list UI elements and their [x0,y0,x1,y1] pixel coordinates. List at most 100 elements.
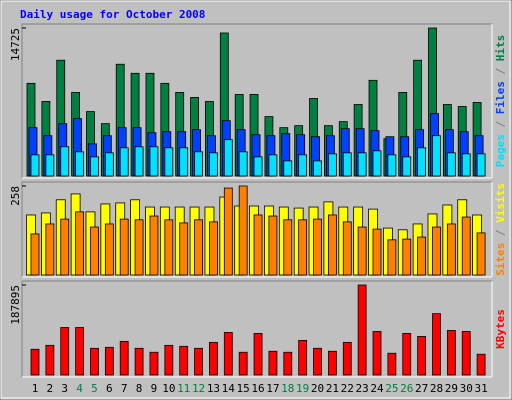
bar [432,226,441,276]
legend-entry: Sites [494,243,507,276]
bar [209,341,218,376]
bar [45,344,55,376]
legend: Pages / Files / Hits [494,35,507,168]
bar [268,215,278,276]
x-tick-label: 30 [460,382,473,395]
bar [134,146,144,177]
x-tick-label: 1 [32,382,39,395]
bar [313,218,322,276]
legend-separator: / [494,121,507,128]
bar [402,333,412,376]
legend: Sites / Visits [494,183,507,276]
bar [298,154,308,177]
bar [253,214,263,276]
bar [298,219,308,276]
x-tick-label: 22 [341,382,354,395]
bar [30,154,40,177]
bar [238,351,248,376]
bar [223,332,233,376]
bar [238,151,248,177]
bar [75,327,85,376]
bar [209,152,218,177]
bar [164,344,174,376]
bar [164,219,174,276]
legend-separator: / [494,68,507,75]
bar [119,340,129,376]
bar [30,233,40,276]
bar [104,346,114,376]
bar [372,331,382,376]
bar [223,187,233,276]
bar [476,153,486,177]
bar [119,218,129,276]
bar [283,351,293,376]
bar [342,152,352,177]
bar [446,330,456,376]
chart-title: Daily usage for October 2008 [20,8,205,21]
bar [283,219,293,276]
legend: KBytes [494,309,507,349]
bar [45,154,55,177]
x-tick-label: 24 [370,382,384,395]
bar [164,147,174,177]
bar [60,218,70,276]
bar [119,147,129,177]
bar [30,348,40,376]
x-tick-label: 29 [445,382,458,395]
bar [357,284,367,376]
bar [194,219,203,276]
bar [149,146,159,177]
legend-entry: KBytes [494,309,507,349]
bar [194,151,203,177]
bar [149,215,159,276]
x-tick-label: 3 [61,382,68,395]
bar [372,228,382,276]
bar [372,150,382,177]
x-tick-label: 18 [281,382,294,395]
bar [253,333,263,376]
x-tick-label: 11 [177,382,190,395]
bar [253,156,263,177]
bar [268,154,278,177]
bar [387,352,397,376]
bar [446,152,456,177]
bar [90,347,99,376]
bar [357,226,367,276]
bar [238,185,248,276]
bar [313,347,322,376]
bar [432,313,441,376]
bar [60,146,70,177]
bar [179,345,189,376]
legend-entry: Hits [494,35,507,62]
bar [179,147,189,177]
bar [327,214,337,276]
bar [461,331,471,376]
x-tick-label: 13 [207,382,220,395]
bar [476,232,486,276]
x-tick-label: 23 [356,382,369,395]
x-tick-label: 4 [76,382,83,395]
bar [461,153,471,177]
x-tick-label: 10 [162,382,175,395]
x-tick-label: 21 [326,382,339,395]
bar [327,153,337,177]
bar [209,221,218,276]
bar [104,152,114,177]
bar [417,336,427,376]
x-tick-label: 8 [136,382,143,395]
bar [45,223,55,276]
bar [223,139,233,177]
bar [342,221,352,276]
bar [461,216,471,276]
bar [313,160,322,177]
bar [387,154,397,177]
x-tick-label: 25 [385,382,398,395]
x-tick-label: 27 [415,382,428,395]
y-tick-label: 187895 [9,285,22,325]
bar [327,350,337,376]
y-tick-label: 14725 [9,28,22,61]
x-tick-label: 20 [311,382,324,395]
bar [387,239,397,276]
